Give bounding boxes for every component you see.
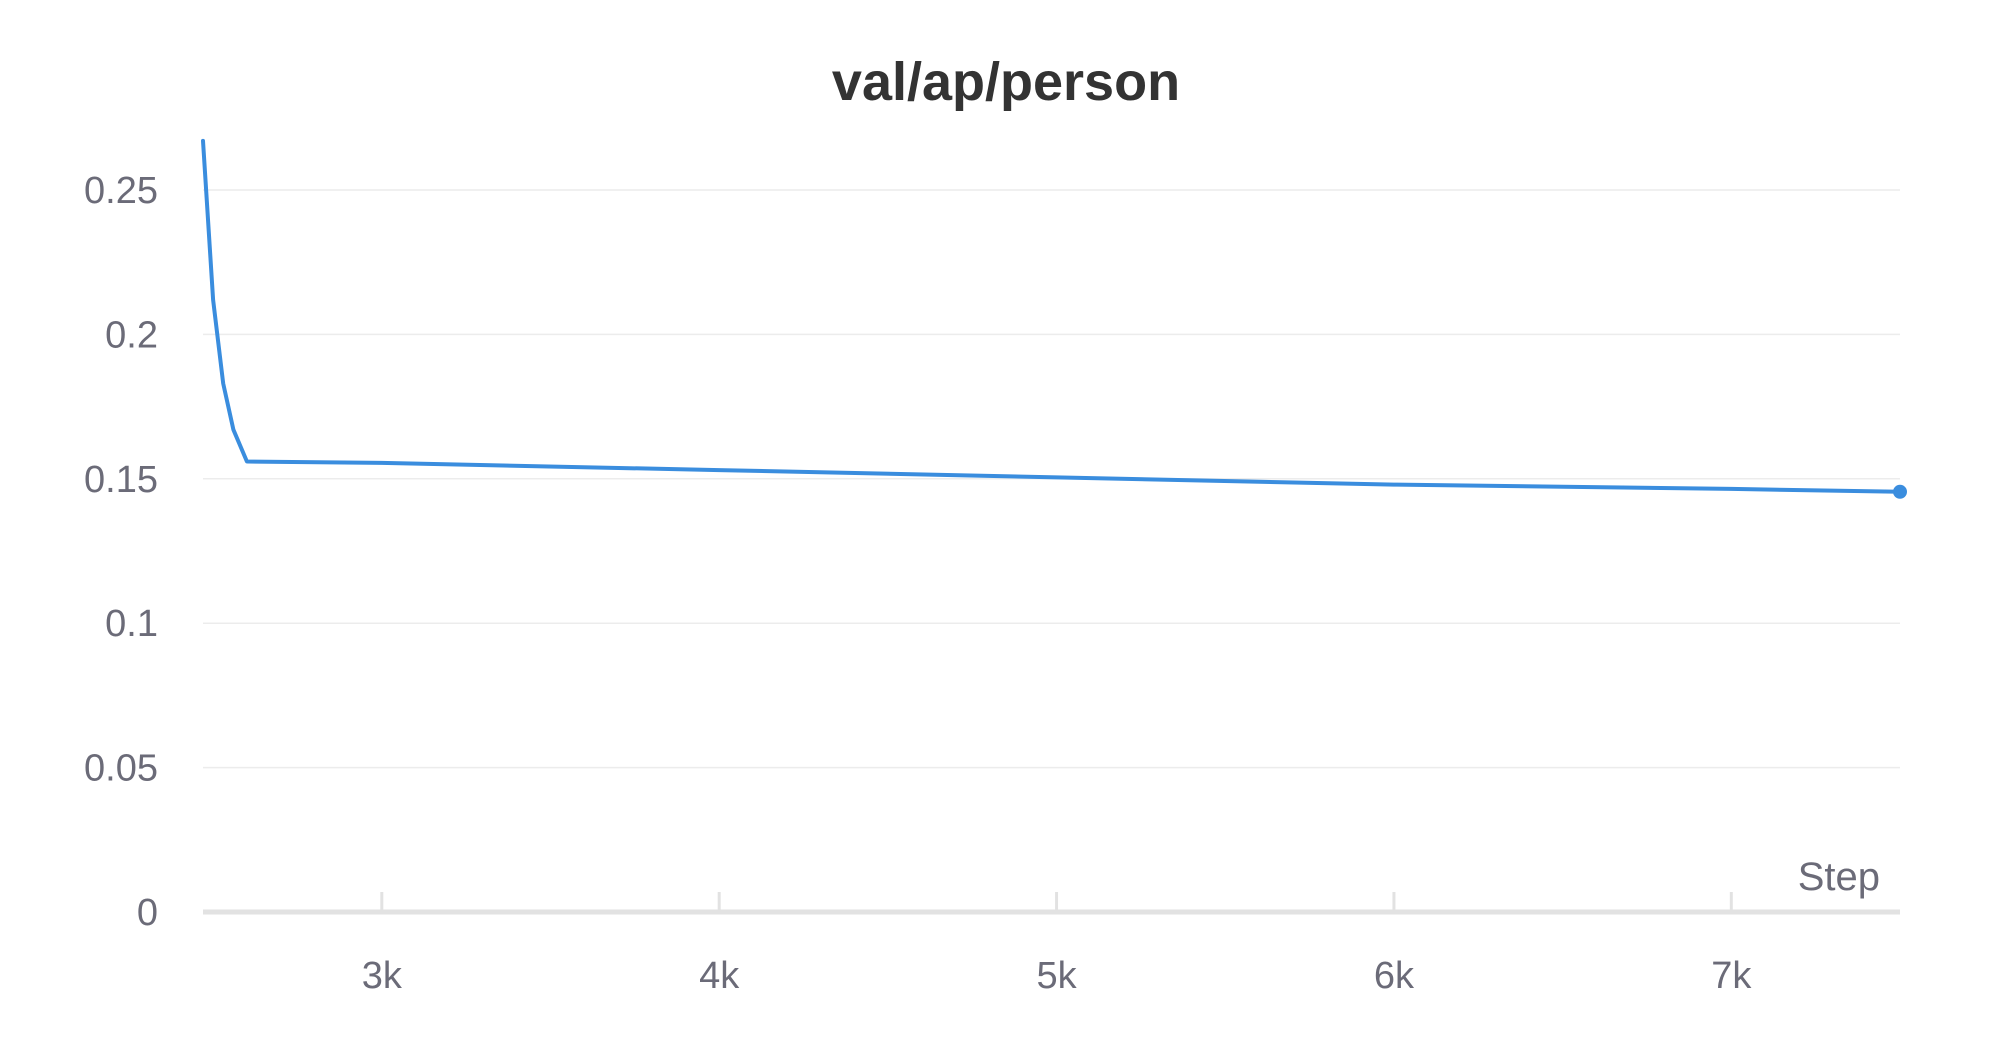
y-tick-label: 0.2 xyxy=(105,314,158,356)
y-tick-label: 0.25 xyxy=(84,170,158,212)
y-tick-label: 0 xyxy=(137,892,158,934)
y-tick-label: 0.1 xyxy=(105,603,158,645)
y-tick-label: 0.05 xyxy=(84,748,158,790)
chart-title: val/ap/person xyxy=(832,52,1180,112)
x-tick-label: 7k xyxy=(1711,955,1752,997)
series-group xyxy=(201,138,1907,499)
x-tick-label: 6k xyxy=(1374,955,1415,997)
x-tick-label: 5k xyxy=(1036,955,1077,997)
series-end-point xyxy=(1893,484,1907,499)
y-axis: 0 0.05 0.1 0.15 0.2 0.25 xyxy=(84,170,158,934)
x-axis-label: Step xyxy=(1798,855,1880,899)
y-tick-label: 0.15 xyxy=(84,459,158,501)
x-axis: 3k 4k 5k 6k 7k xyxy=(203,892,1900,997)
x-tick-label: 3k xyxy=(362,955,403,997)
x-tick-label: 4k xyxy=(699,955,740,997)
series-line xyxy=(201,138,1902,494)
